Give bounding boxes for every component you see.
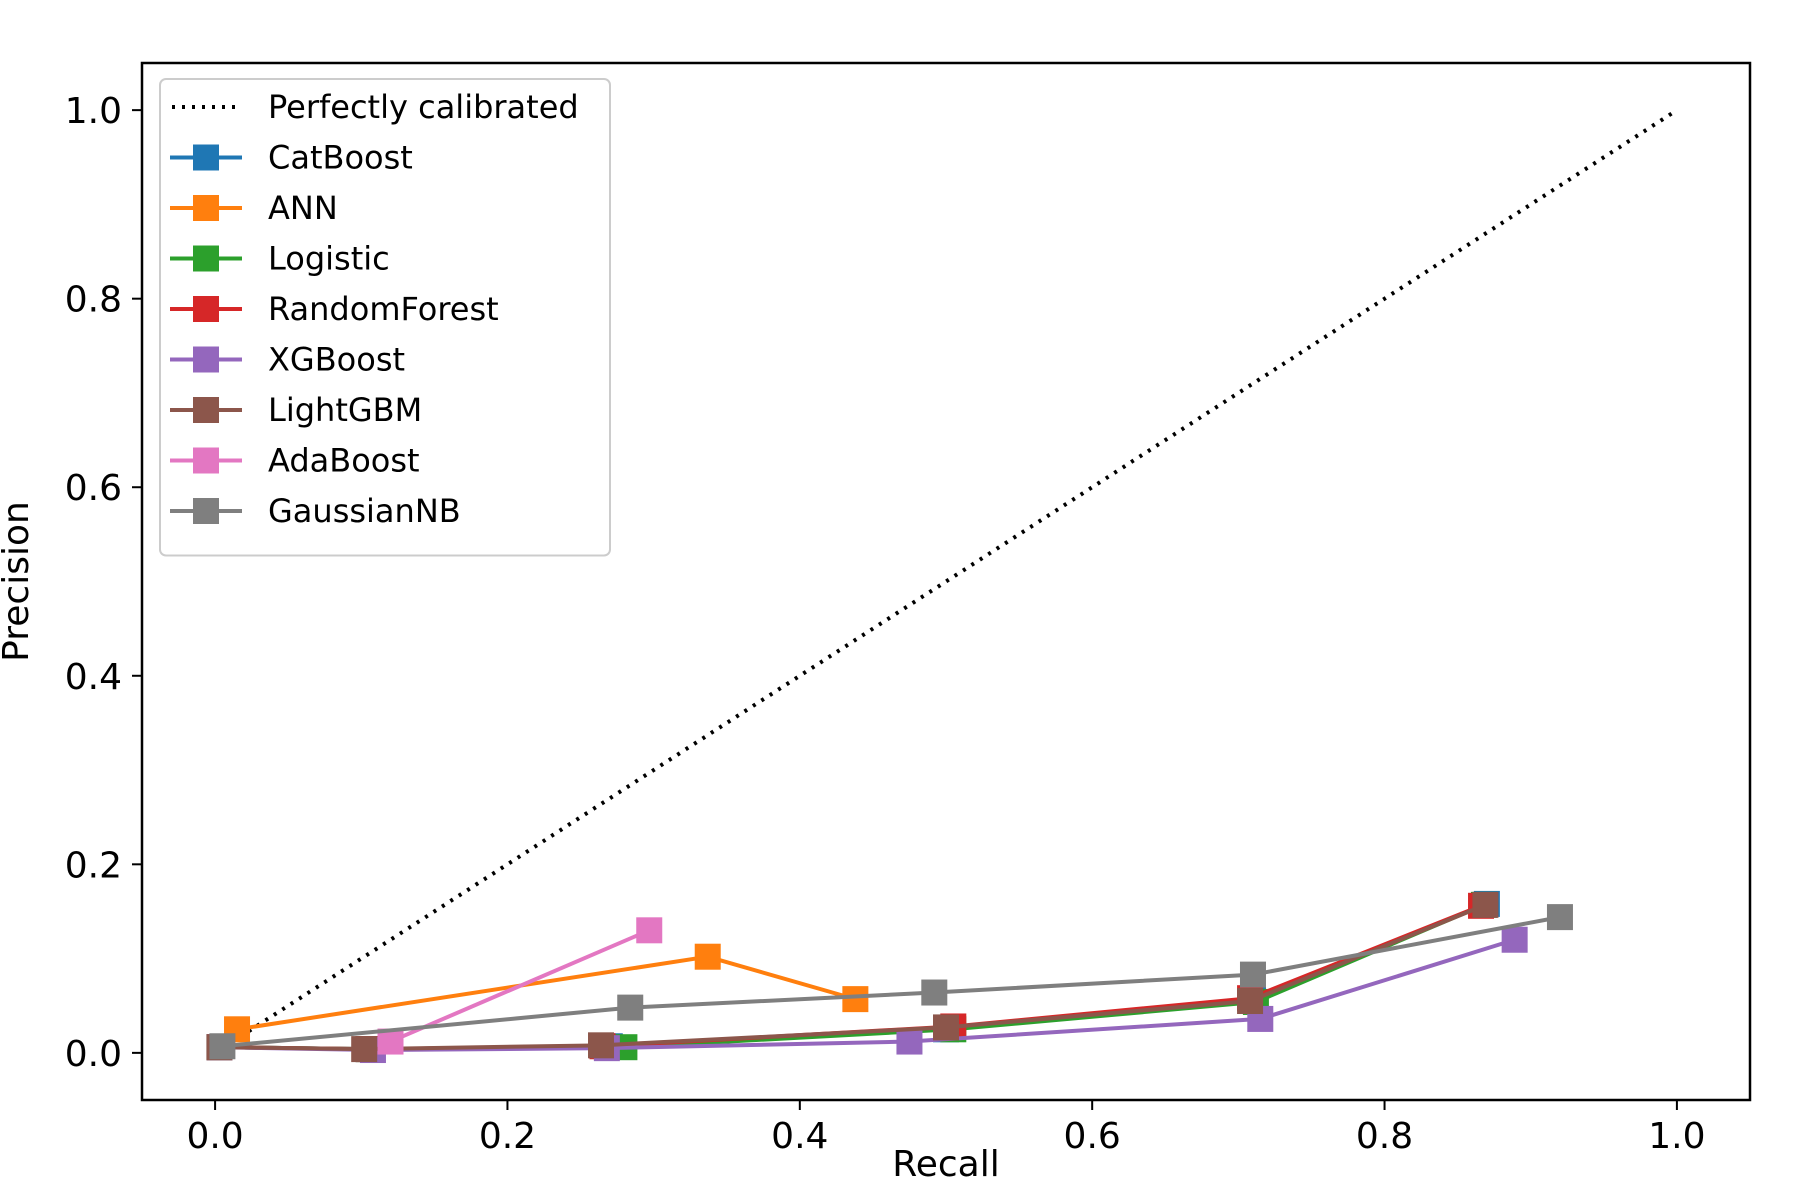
legend-marker-xgboost	[193, 346, 219, 373]
legend-entry-perfectly-calibrated: Perfectly calibrated	[172, 88, 579, 126]
plot-area	[206, 108, 1678, 1064]
legend-marker-lightgbm	[193, 397, 219, 423]
legend-box	[159, 78, 611, 557]
x-tick-label: 1.0	[1648, 1116, 1705, 1157]
x-tick-label: 0.8	[1356, 1116, 1413, 1157]
legend-marker-gaussiannb	[193, 498, 219, 524]
series-adaboost	[377, 917, 663, 1055]
data-point-lightgbm	[351, 1036, 378, 1063]
data-point-ann	[842, 986, 869, 1013]
legend-label-randomforest: RandomForest	[268, 290, 499, 328]
data-point-gaussiannb	[617, 994, 644, 1021]
x-tick-label: 0.0	[186, 1116, 243, 1157]
data-point-lightgbm	[588, 1032, 615, 1059]
y-tick-label: 0.0	[65, 1034, 122, 1075]
y-tick-label: 0.4	[65, 657, 122, 698]
legend-entry-randomforest: RandomForest	[170, 290, 499, 328]
series-ann	[224, 943, 869, 1043]
legend-entry-ann: ANN	[170, 189, 338, 227]
x-tick-label: 0.2	[479, 1116, 536, 1157]
data-point-lightgbm	[1237, 988, 1264, 1015]
x-axis-label: Recall	[892, 1144, 999, 1185]
data-point-lightgbm	[1472, 891, 1499, 918]
data-point-gaussiannb	[209, 1033, 236, 1060]
data-point-xgboost	[896, 1028, 923, 1055]
legend-marker-adaboost	[193, 447, 219, 474]
data-point-xgboost	[1501, 926, 1528, 953]
legend-entry-catboost: CatBoost	[170, 139, 413, 177]
legend-marker-catboost	[193, 144, 219, 171]
legend-label-lightgbm: LightGBM	[268, 391, 422, 429]
legend-entry-adaboost: AdaBoost	[170, 442, 420, 480]
data-point-gaussiannb	[921, 979, 948, 1006]
legend-entry-lightgbm: LightGBM	[170, 391, 422, 429]
x-tick-label: 0.6	[1064, 1116, 1121, 1157]
legend-label-adaboost: AdaBoost	[268, 442, 420, 480]
y-tick-label: 0.8	[65, 280, 122, 321]
y-tick-label: 0.2	[65, 845, 122, 886]
legend-marker-ann	[193, 195, 219, 221]
y-tick-label: 0.6	[65, 468, 122, 509]
series-line-lightgbm	[219, 903, 1487, 1052]
legend-entry-xgboost: XGBoost	[170, 341, 405, 379]
legend-entry-gaussiannb: GaussianNB	[170, 492, 461, 530]
data-point-ann	[694, 943, 721, 970]
data-point-lightgbm	[933, 1014, 959, 1041]
y-axis-label: Precision	[0, 501, 37, 662]
x-tick-label: 0.4	[771, 1116, 828, 1157]
legend-marker-logistic	[193, 245, 219, 272]
axes-frame	[140, 61, 1752, 1102]
legend-label-xgboost: XGBoost	[268, 341, 405, 379]
legend-entry-logistic: Logistic	[170, 240, 390, 278]
legend-label-catboost: CatBoost	[268, 139, 413, 177]
legend-label-ann: ANN	[268, 189, 338, 227]
data-point-gaussiannb	[1546, 904, 1573, 931]
legend: Perfectly calibrated CatBoost ANN Logistic R…	[159, 78, 611, 557]
legend-label-gaussiannb: GaussianNB	[268, 492, 461, 530]
series-gaussiannb	[209, 904, 1573, 1060]
y-tick-label: 1.0	[65, 91, 122, 132]
series-line-adaboost	[389, 928, 651, 1044]
legend-label-perfectly-calibrated: Perfectly calibrated	[268, 88, 579, 126]
data-point-gaussiannb	[1239, 961, 1266, 988]
data-point-adaboost	[636, 917, 663, 944]
legend-label-logistic: Logistic	[268, 240, 390, 278]
axis-ticks: 0.0 0.2 0.4 0.6 0.8 1.0 0.0 0.2 0.4 0.6 0.8 1.0	[65, 91, 1706, 1157]
legend-marker-randomforest	[193, 296, 219, 322]
